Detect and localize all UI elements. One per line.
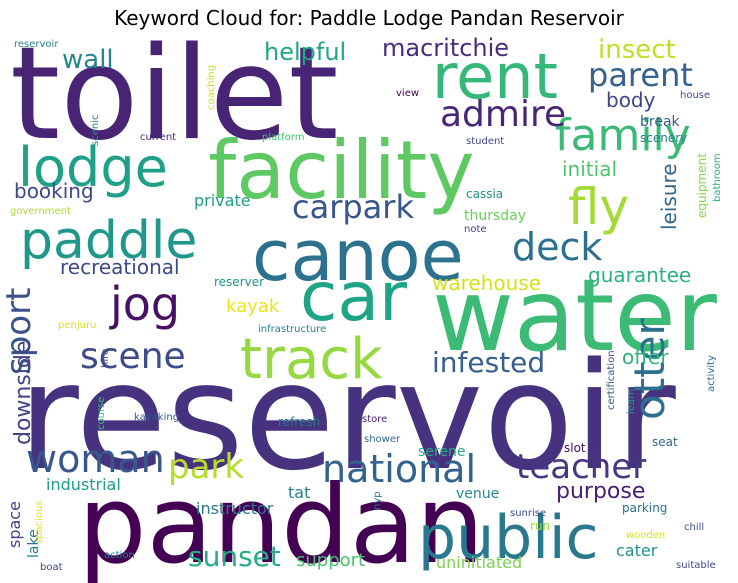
cloud-word: facility xyxy=(208,124,475,217)
cloud-word: activity xyxy=(706,355,717,392)
cloud-word: support xyxy=(296,550,365,571)
cloud-word: private xyxy=(194,191,251,210)
cloud-word: view xyxy=(396,88,419,99)
cloud-word: canoe xyxy=(252,215,464,297)
cloud-word: warehouse xyxy=(432,271,541,295)
cloud-word: venue xyxy=(456,486,499,502)
cloud-word: fly xyxy=(568,178,629,236)
cloud-word: park xyxy=(168,447,244,487)
cloud-word: sport xyxy=(0,288,39,375)
cloud-word: purpose xyxy=(556,479,645,504)
cloud-word: teacher xyxy=(516,447,646,487)
cloud-word: car xyxy=(300,258,407,337)
cloud-word: suitable xyxy=(676,560,716,571)
cloud-word: scene xyxy=(80,336,186,377)
cloud-word: wall xyxy=(62,45,114,75)
cloud-word: guarantee xyxy=(588,263,691,287)
cloud-word: family xyxy=(555,110,691,161)
cloud-word: equipment xyxy=(695,153,709,218)
cloud-word: sunset xyxy=(188,540,281,573)
cloud-word: deck xyxy=(512,225,602,269)
cloud-word: infrastructure xyxy=(258,324,326,335)
cloud-word: note xyxy=(464,224,487,235)
cloud-word: seat xyxy=(652,435,678,449)
cloud-word: parent xyxy=(588,56,693,94)
cloud-word: jog xyxy=(109,277,180,331)
cloud-word: toilet xyxy=(10,20,339,169)
cloud-word: carpark xyxy=(292,188,414,226)
cloud-word: offer xyxy=(622,345,669,369)
cloud-word: current xyxy=(140,132,176,143)
cloud-word: boat xyxy=(40,562,63,573)
cloud-word: recreational xyxy=(60,255,180,279)
cloud-word: sunrise xyxy=(510,508,546,519)
cloud-word: government xyxy=(10,206,71,217)
cloud-word: cater xyxy=(616,541,658,560)
cloud-word: break xyxy=(640,114,681,130)
cloud-word: platform xyxy=(262,132,305,143)
chart-title: Keyword Cloud for: Paddle Lodge Pandan R… xyxy=(114,6,624,30)
cloud-word: pandan xyxy=(78,463,484,583)
cloud-word: admire xyxy=(440,94,566,135)
cloud-word: course xyxy=(96,397,107,430)
cloud-word: hire xyxy=(100,349,111,368)
cloud-word: serene xyxy=(418,444,465,460)
cloud-word: body xyxy=(606,88,656,112)
cloud-word: cassia xyxy=(466,187,503,201)
cloud-word: woman xyxy=(26,437,165,481)
cloud-word: lodge xyxy=(18,136,168,199)
cloud-word: public xyxy=(418,503,599,573)
cloud-word: learn xyxy=(626,389,637,414)
cloud-word: kayak xyxy=(226,296,280,317)
cloud-word: reservoir xyxy=(14,39,59,50)
cloud-word: macritchie xyxy=(382,34,509,62)
cloud-word: space xyxy=(5,501,24,548)
cloud-word: certification xyxy=(606,350,617,410)
cloud-word: tat xyxy=(288,483,310,502)
cloud-word: national xyxy=(322,447,476,491)
cloud-word: leisure xyxy=(657,163,681,230)
cloud-word: reservoir xyxy=(18,331,676,503)
cloud-word: helpful xyxy=(264,38,346,66)
cloud-word: shower xyxy=(364,434,401,445)
cloud-word: store xyxy=(362,414,387,425)
cloud-word: instructor xyxy=(196,499,274,518)
cloud-word: water xyxy=(432,257,718,374)
cloud-word: chill xyxy=(684,522,704,533)
cloud-word: track xyxy=(240,327,383,392)
cloud-word: slot xyxy=(564,441,586,455)
cloud-word: thursday xyxy=(464,208,526,224)
cloud-word: coaching xyxy=(206,65,217,110)
cloud-word: action xyxy=(104,550,135,561)
cloud-word: uninitiated xyxy=(436,553,522,572)
cloud-word: scenic xyxy=(90,115,101,146)
cloud-word: rent xyxy=(432,40,558,113)
cloud-word: run xyxy=(530,519,550,533)
cloud-word: reserver xyxy=(214,275,264,289)
cloud-word: scenery xyxy=(640,131,687,145)
cloud-word: house xyxy=(680,90,710,101)
cloud-word: wooden xyxy=(626,530,665,541)
cloud-word: kayaking xyxy=(134,412,179,423)
cloud-word: industrial xyxy=(46,475,121,494)
cloud-word: booking xyxy=(14,179,94,203)
cloud-word: insect xyxy=(598,35,676,65)
cloud-word: bathroom xyxy=(712,153,723,202)
cloud-word: spacious xyxy=(34,500,45,544)
cloud-word: refresh xyxy=(278,415,320,429)
cloud-word: student xyxy=(466,136,504,147)
cloud-word: otter xyxy=(625,318,674,420)
cloud-word: parking xyxy=(622,501,667,515)
cloud-word: infested xyxy=(432,346,545,379)
cloud-word: initial xyxy=(562,157,617,181)
cloud-word: nyp xyxy=(372,491,383,510)
cloud-word: lake xyxy=(26,529,42,558)
cloud-word: penjuru xyxy=(58,320,96,331)
cloud-word: downside xyxy=(11,341,36,445)
cloud-word: paddle xyxy=(20,211,197,271)
